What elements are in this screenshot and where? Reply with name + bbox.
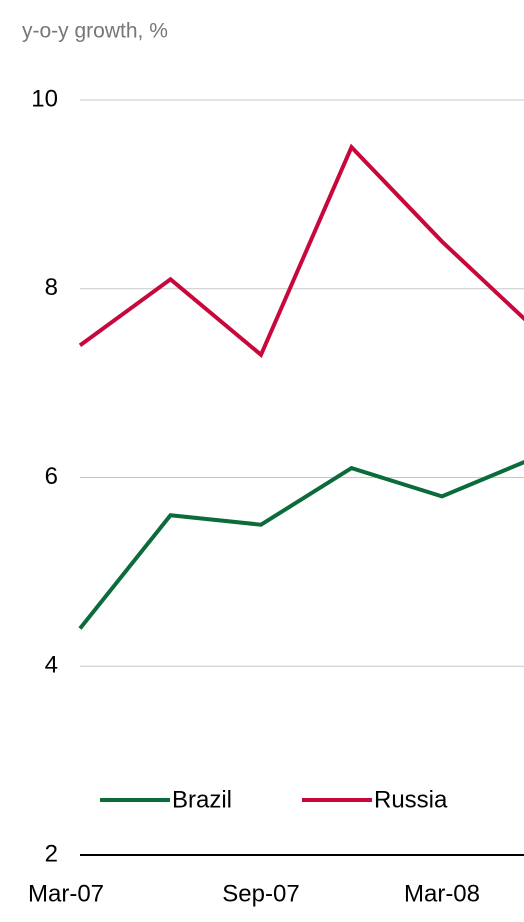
y-tick-label: 2 <box>45 840 58 867</box>
y-tick-label: 8 <box>45 274 58 301</box>
x-tick-label: Mar-07 <box>28 880 104 907</box>
chart-title: y-o-y growth, % <box>22 20 168 43</box>
line-series <box>78 460 524 630</box>
y-tick-label: 10 <box>31 85 58 112</box>
legend-label: Russia <box>374 786 448 813</box>
y-tick-label: 4 <box>45 652 58 679</box>
legend-label: Brazil <box>172 786 232 813</box>
x-tick-label: Mar-08 <box>404 880 480 907</box>
x-tick-label: Sep-07 <box>222 880 299 907</box>
y-tick-label: 6 <box>45 463 58 490</box>
line-series <box>78 143 524 359</box>
